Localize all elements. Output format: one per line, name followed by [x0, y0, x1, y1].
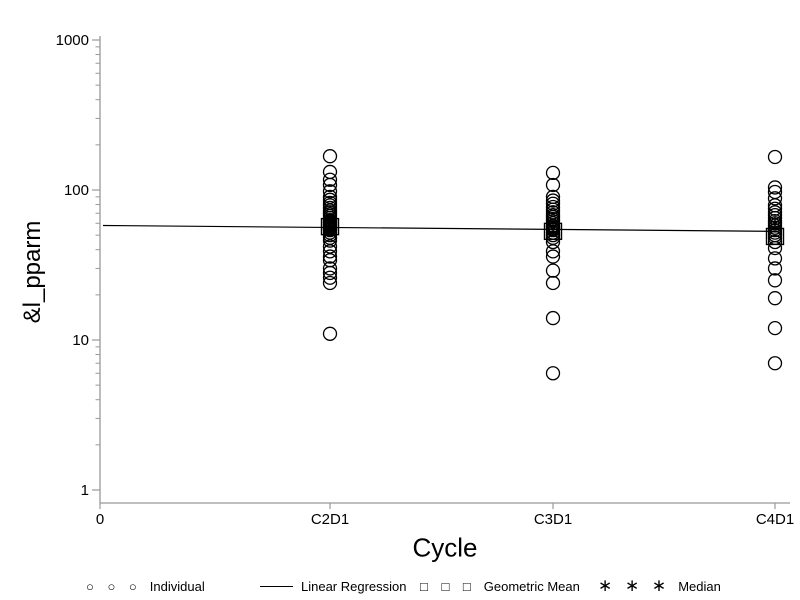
square-markers: □ □ □: [420, 578, 476, 594]
individual-point: [767, 149, 783, 165]
individual-point: [767, 356, 783, 371]
individual-point: [322, 265, 338, 281]
y-tick-label: 100: [64, 182, 89, 199]
individual-point: [545, 177, 561, 193]
individual-point: [545, 366, 561, 381]
individual-point: [322, 261, 338, 276]
x-tick-label: 0: [96, 511, 104, 528]
legend-label-linear-regression: Linear Regression: [301, 578, 407, 594]
individual-point: [322, 177, 338, 193]
individual-point: [545, 193, 561, 208]
individual-point: [767, 261, 783, 276]
x-axis: 0 C2D1 C3D1 C4D1: [96, 502, 794, 528]
x-tick-label: C3D1: [534, 511, 572, 528]
legend-item-linear-regression: Linear Regression: [260, 576, 407, 596]
legend-label-individual: Individual: [149, 578, 205, 594]
individual-point: [545, 244, 561, 259]
regression-line: [102, 224, 779, 232]
y-tick-label: 1000: [56, 32, 89, 49]
individual-point: [767, 180, 783, 195]
legend-label-median: Median: [678, 578, 721, 594]
individual-point: [767, 320, 783, 336]
circle-markers: ○ ○ ○: [86, 578, 142, 594]
individual-point: [322, 249, 338, 264]
individual-points: [322, 149, 783, 381]
individual-point: [322, 172, 338, 187]
individual-point: [322, 239, 338, 254]
y-axis-title: &l_pparm: [19, 220, 46, 324]
x-tick-label: C4D1: [756, 511, 794, 528]
individual-point: [545, 165, 561, 181]
individual-point: [322, 149, 338, 164]
y-tick-label: 1: [81, 482, 89, 499]
x-tick-label: C2D1: [311, 511, 349, 528]
individual-point: [545, 263, 561, 278]
individual-point: [322, 164, 338, 180]
individual-point: [322, 275, 338, 291]
legend-item-median: ∗ ∗ ∗ Median: [598, 576, 721, 596]
y-axis: 1 10 100 1000: [56, 32, 101, 503]
individual-point: [322, 244, 338, 259]
individual-point: [767, 240, 783, 256]
median-marker: [324, 220, 336, 229]
individual-point: [767, 273, 783, 288]
asterisk-markers: ∗ ∗ ∗: [598, 576, 671, 595]
individual-point: [767, 251, 783, 266]
individual-point: [545, 310, 561, 326]
individual-point: [322, 270, 338, 285]
individual-point: [322, 326, 338, 341]
y-tick-label: 10: [72, 332, 89, 349]
median-marker: [769, 219, 781, 228]
line-marker: [260, 585, 293, 587]
median-markers: [324, 216, 781, 235]
median-marker: [547, 223, 559, 232]
legend-label-geometric-mean: Geometric Mean: [483, 578, 580, 594]
legend: ○ ○ ○ Individual Linear Regression □ □ □…: [0, 576, 800, 598]
individual-point: [767, 234, 783, 250]
individual-point: [767, 191, 783, 206]
x-axis-title: Cycle: [412, 532, 478, 563]
legend-item-geometric-mean: □ □ □ Geometric Mean: [420, 576, 580, 596]
individual-point: [545, 249, 561, 264]
individual-point: [545, 275, 561, 291]
legend-item-individual: ○ ○ ○ Individual: [86, 576, 205, 596]
individual-point: [545, 234, 561, 250]
individual-point: [322, 184, 338, 199]
individual-point: [767, 291, 783, 306]
